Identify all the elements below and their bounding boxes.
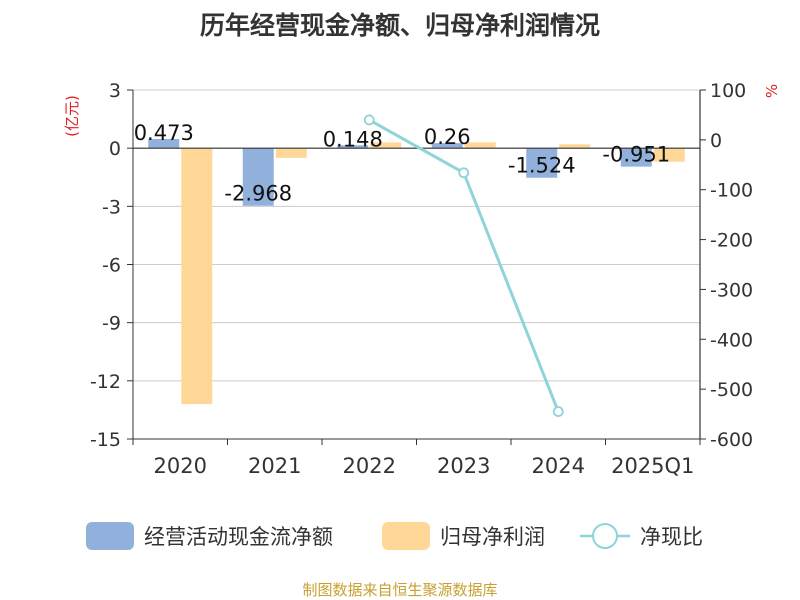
x-tick-label: 2021 <box>248 454 301 478</box>
source-note: 制图数据来自恒生聚源数据库 <box>302 581 497 599</box>
ratio-point <box>458 167 470 179</box>
y-axis-right: 100 0 -100 -200 -300 -400 -500 -600 <box>699 80 753 451</box>
legend-label-profit: 归母净利润 <box>440 525 545 549</box>
y-right-tick-label: -100 <box>710 180 753 202</box>
y-left-tick-label: 0 <box>109 138 121 160</box>
ratio-point <box>552 406 564 417</box>
legend-swatch-ratio-marker <box>592 523 618 549</box>
x-tick-label: 2020 <box>154 454 207 478</box>
legend: 经营活动现金流净额 归母净利润 净现比 <box>86 522 703 550</box>
x-tick-label: 2024 <box>532 454 585 478</box>
data-labels: 0.473 -2.968 0.148 0.26 -1.524 -0.951 <box>134 121 670 206</box>
legend-swatch-cash <box>86 522 134 550</box>
y-right-tick-label: 100 <box>710 80 746 102</box>
y-right-tick-label: -500 <box>710 379 753 401</box>
bar-cash-flow <box>242 148 274 206</box>
data-label-cash-flow: -1.524 <box>508 154 576 178</box>
legend-label-ratio: 净现比 <box>640 525 703 549</box>
data-label-cash-flow: 0.148 <box>323 127 383 151</box>
bar-net-profit <box>275 148 307 158</box>
y-right-tick-label: -300 <box>710 279 753 301</box>
y-left-tick-label: -9 <box>102 313 121 335</box>
bar-cash-flow <box>337 145 369 149</box>
y-left-tick-label: 3 <box>109 80 121 102</box>
y-axis-right-label: % <box>763 84 781 98</box>
y-left-tick-label: -12 <box>90 371 121 393</box>
bar-cash-flow <box>148 138 180 149</box>
y-right-tick-label: -600 <box>710 429 753 451</box>
legend-swatch-profit <box>382 522 430 550</box>
y-axis-left-label: (亿元) <box>63 95 81 137</box>
y-right-tick-label: -200 <box>710 230 753 252</box>
bar-net-profit <box>559 144 591 149</box>
y-axis-left: 3 0 -3 -6 -9 -12 -15 <box>90 80 134 451</box>
bar-cash-flow <box>620 148 652 167</box>
y-left-tick-label: -3 <box>102 196 121 218</box>
bar-net-profit <box>464 142 496 149</box>
y-right-tick-label: -400 <box>710 329 753 351</box>
data-label-cash-flow: -2.968 <box>224 182 292 206</box>
chart-title: 历年经营现金净额、归母净利润情况 <box>200 11 600 40</box>
bar-net-profit <box>181 148 213 405</box>
y-right-tick-label: 0 <box>710 130 722 152</box>
bar-cash-flow <box>431 143 463 149</box>
bar-net-profit <box>653 148 685 162</box>
legend-label-cash: 经营活动现金流净额 <box>144 525 333 549</box>
y-left-tick-label: -15 <box>90 429 121 451</box>
x-tick-label: 2022 <box>343 454 396 478</box>
ratio-line <box>363 114 564 417</box>
y-left-tick-label: -6 <box>102 255 121 277</box>
data-label-cash-flow: 0.26 <box>424 125 471 149</box>
x-axis-ticks: 2020 2021 2022 2023 2024 2025Q1 <box>132 438 701 478</box>
bar-cash-flow <box>526 148 558 178</box>
bars <box>148 138 685 405</box>
data-label-cash-flow: -0.951 <box>602 143 670 167</box>
x-tick-label: 2025Q1 <box>611 454 694 478</box>
x-tick-label: 2023 <box>437 454 490 478</box>
data-label-cash-flow: 0.473 <box>134 121 194 145</box>
bar-net-profit <box>370 142 402 149</box>
ratio-point <box>363 114 375 126</box>
